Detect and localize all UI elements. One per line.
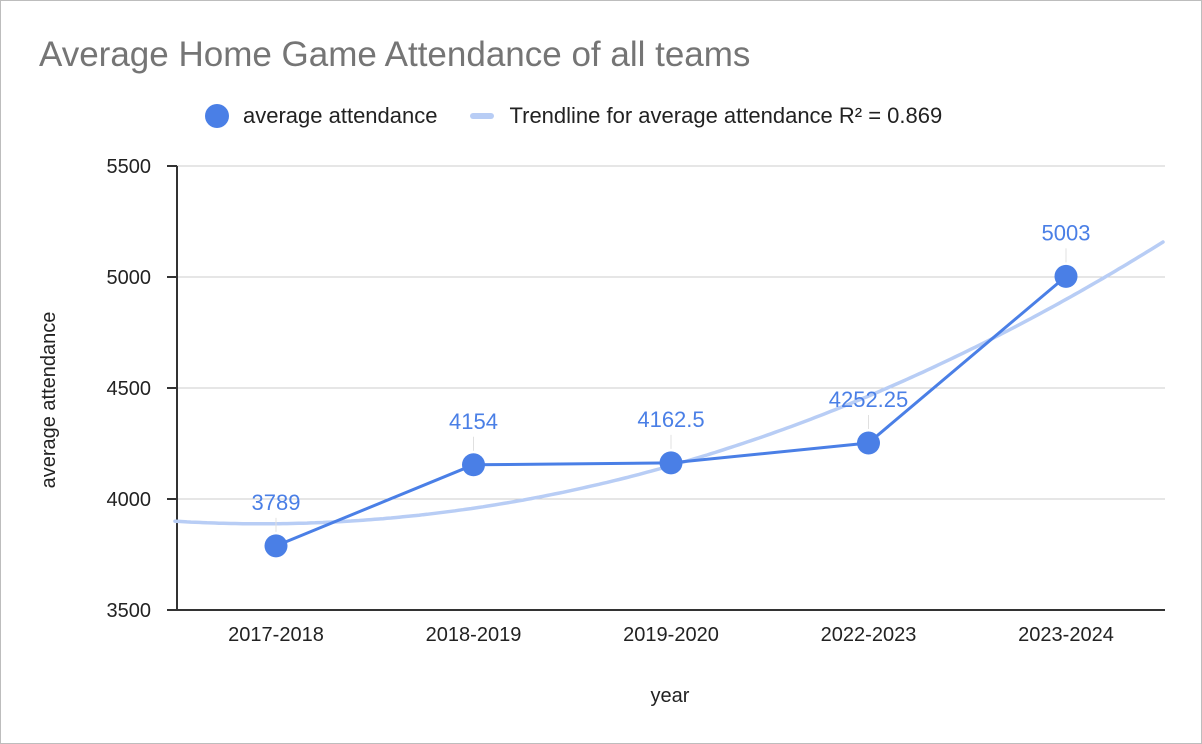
legend-series-label: average attendance: [243, 103, 438, 128]
y-tick-label: 5000: [107, 267, 152, 289]
y-tick-label: 4500: [107, 378, 152, 400]
x-tick-label: 2018-2019: [426, 624, 522, 646]
data-label: 4154: [449, 409, 498, 434]
x-tick-label: 2022-2023: [821, 624, 917, 646]
data-labels: 3789 4154 4162.5 4252.25 5003: [252, 220, 1091, 532]
gridlines: [177, 165, 1165, 500]
legend-trendline-label: Trendline for average attendance R² = 0.…: [509, 103, 943, 128]
y-tick-label: 3500: [107, 600, 152, 622]
data-point: [659, 451, 683, 475]
series: [264, 264, 1078, 558]
x-tick-label: 2019-2020: [623, 624, 719, 646]
trendline: [173, 240, 1165, 526]
y-axis-label: average attendance: [38, 312, 60, 489]
data-label: 4162.5: [637, 407, 704, 432]
x-tick-label: 2023-2024: [1018, 624, 1114, 646]
axes: 3500 4000 4500 5000 5500 2017-2018 2018-2019 20…: [107, 156, 1165, 646]
data-label: 5003: [1042, 220, 1091, 245]
legend-series-marker: [205, 104, 229, 128]
data-point: [1054, 264, 1078, 288]
data-point: [264, 534, 288, 558]
legend-trendline-marker: [469, 113, 494, 119]
trendline-curve: [173, 240, 1165, 526]
x-axis-label: year: [651, 685, 690, 707]
data-point: [857, 431, 880, 455]
chart-title: Average Home Game Attendance of all team…: [39, 35, 751, 74]
data-label: 4252.25: [829, 387, 909, 412]
y-tick-label: 4000: [107, 489, 152, 511]
legend: average attendance Trendline for average…: [205, 101, 942, 131]
x-tick-label: 2017-2018: [228, 624, 324, 646]
data-point: [462, 453, 485, 477]
y-tick-label: 5500: [107, 156, 152, 178]
data-label: 3789: [252, 490, 301, 515]
